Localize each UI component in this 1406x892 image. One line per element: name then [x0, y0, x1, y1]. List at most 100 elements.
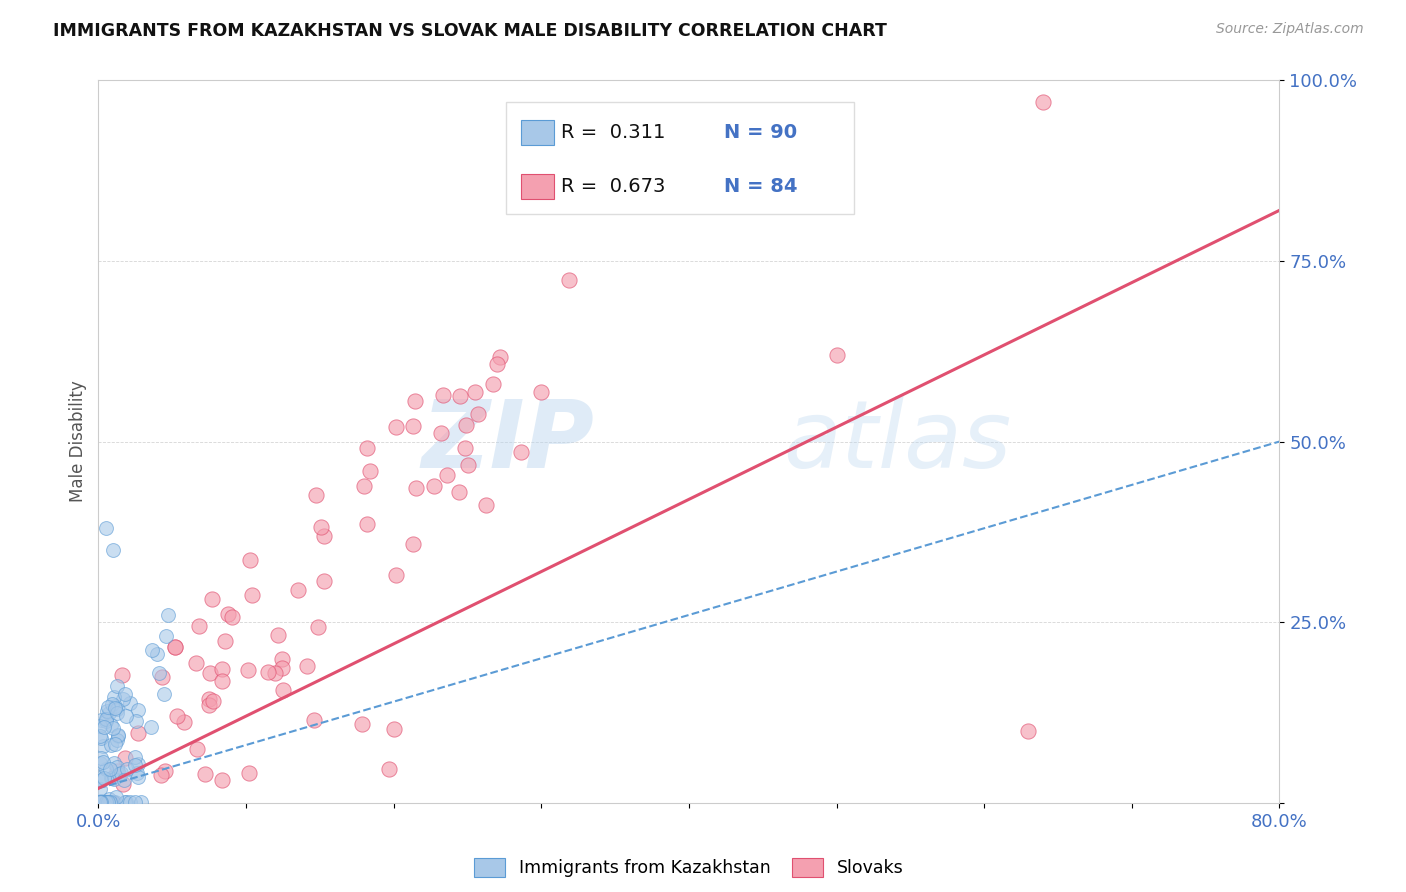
Point [107, 767, 129, 781]
Point [97, 795, 120, 809]
Point [467, 407, 489, 421]
Point [97, 795, 120, 809]
Point [105, 679, 128, 693]
Point [825, 348, 848, 362]
Point [104, 789, 127, 804]
Point [98, 795, 121, 809]
Point [356, 517, 378, 532]
Point [352, 716, 374, 731]
Point [304, 714, 326, 728]
Point [163, 640, 186, 654]
Point [93, 772, 115, 786]
Point [94, 521, 117, 535]
Point [312, 529, 335, 543]
Point [90, 731, 112, 745]
Point [111, 667, 134, 681]
Point [304, 488, 326, 502]
Point [456, 417, 478, 432]
Point [1018, 723, 1040, 738]
Point [382, 722, 405, 736]
Point [464, 384, 486, 399]
Point [307, 620, 329, 634]
Point [100, 739, 122, 753]
FancyBboxPatch shape [522, 174, 554, 200]
Y-axis label: Male Disability: Male Disability [69, 381, 87, 502]
Text: IMMIGRANTS FROM KAZAKHSTAN VS SLOVAK MALE DISABILITY CORRELATION CHART: IMMIGRANTS FROM KAZAKHSTAN VS SLOVAK MAL… [53, 22, 887, 40]
Point [97, 699, 120, 714]
Point [402, 418, 425, 433]
Point [198, 698, 221, 712]
Point [94, 714, 117, 728]
Point [378, 762, 401, 776]
Point [214, 634, 236, 648]
Point [93, 720, 115, 734]
Point [101, 721, 124, 735]
Text: N = 90: N = 90 [724, 123, 797, 142]
Point [271, 683, 294, 698]
Point [263, 665, 285, 680]
Point [186, 742, 208, 756]
Point [436, 468, 458, 483]
Point [449, 389, 471, 403]
Point [96, 795, 118, 809]
Point [114, 750, 136, 764]
Point [359, 464, 381, 478]
Point [90, 795, 112, 809]
Point [124, 750, 146, 764]
Point [89, 795, 111, 809]
Point [110, 765, 132, 780]
Point [129, 795, 152, 809]
Point [112, 773, 135, 788]
Point [401, 537, 423, 551]
Point [90, 713, 112, 727]
Text: N = 84: N = 84 [724, 177, 797, 196]
Point [90, 794, 112, 808]
Point [148, 665, 170, 680]
Point [530, 385, 553, 400]
Point [194, 766, 217, 780]
Text: atlas: atlas [783, 396, 1012, 487]
Point [105, 732, 128, 747]
Point [104, 795, 127, 809]
Point [240, 588, 263, 602]
Point [125, 765, 148, 780]
Point [309, 520, 332, 534]
Point [270, 661, 292, 675]
FancyBboxPatch shape [506, 102, 855, 214]
Point [188, 619, 211, 633]
Point [103, 796, 125, 810]
Point [112, 777, 135, 791]
Point [90, 772, 112, 787]
Point [150, 768, 173, 782]
Point [114, 709, 136, 723]
Point [98, 792, 121, 806]
Point [153, 764, 176, 778]
Point [353, 479, 375, 493]
Point [201, 592, 224, 607]
Point [94, 795, 117, 809]
Point [124, 714, 146, 728]
Point [509, 445, 531, 459]
Point [114, 687, 136, 701]
Point [91, 739, 114, 754]
Point [127, 756, 149, 771]
Point [91, 795, 114, 809]
Point [94, 795, 117, 809]
Point [221, 610, 243, 624]
Point [475, 498, 498, 512]
Point [100, 772, 122, 786]
Point [217, 607, 239, 622]
Point [103, 542, 125, 557]
FancyBboxPatch shape [522, 120, 554, 145]
Point [430, 425, 453, 440]
Point [90, 751, 112, 765]
Legend: Immigrants from Kazakhstan, Slovaks: Immigrants from Kazakhstan, Slovaks [467, 851, 911, 884]
Point [1032, 95, 1054, 109]
Point [105, 764, 128, 778]
Point [91, 795, 114, 809]
Point [423, 479, 446, 493]
Point [98, 706, 121, 721]
Point [100, 771, 122, 785]
Point [107, 702, 129, 716]
Point [114, 795, 136, 809]
